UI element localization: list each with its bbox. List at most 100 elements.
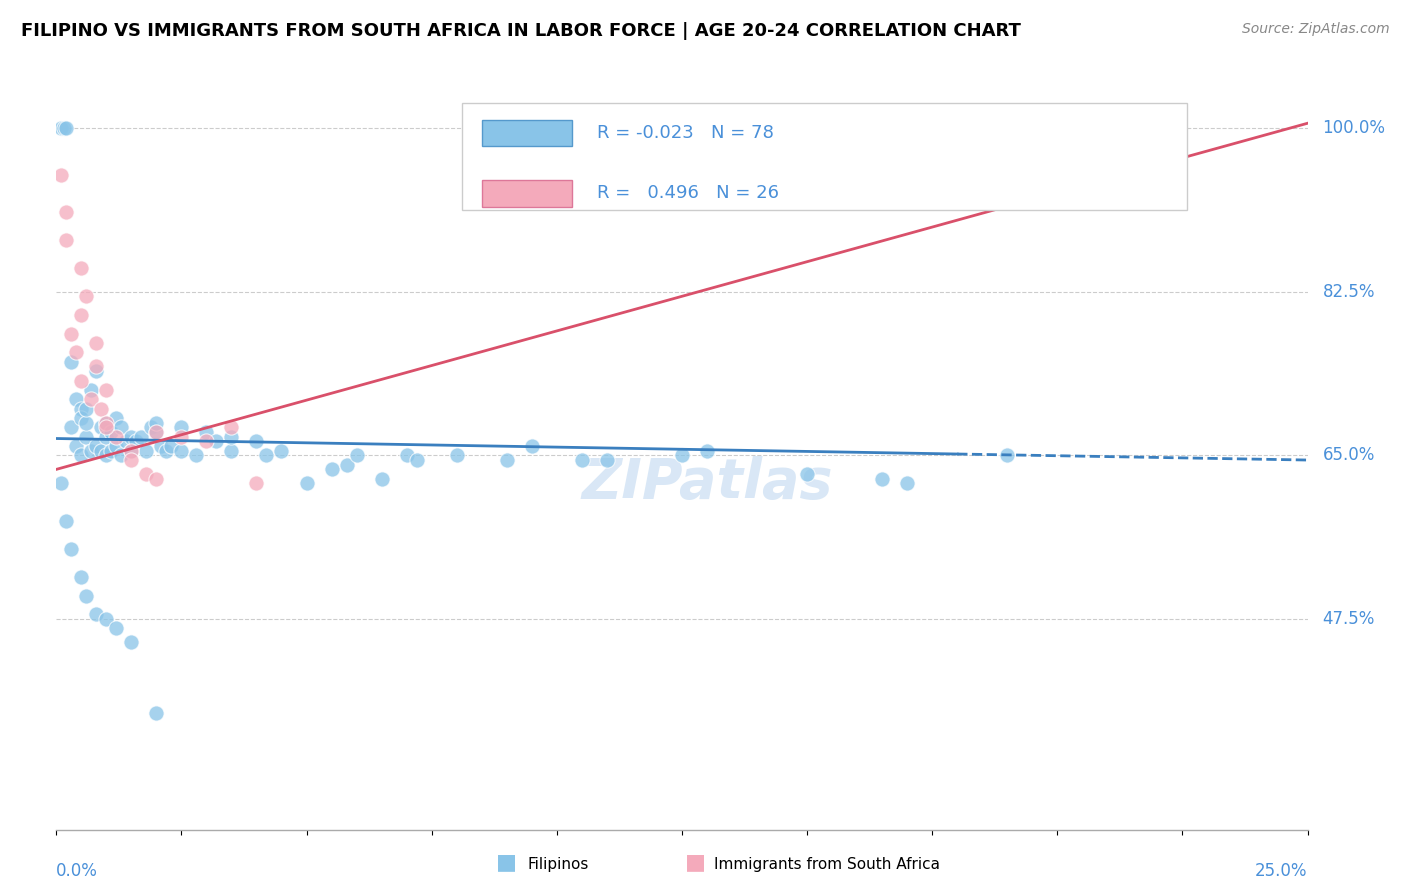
Point: [335, 458, 357, 472]
Point: [571, 453, 593, 467]
Point: [115, 434, 138, 449]
Point: [245, 434, 267, 449]
Point: [70, 261, 93, 276]
Text: 47.5%: 47.5%: [1323, 610, 1375, 628]
Point: [245, 476, 267, 491]
Point: [96, 383, 118, 397]
Text: ■: ■: [686, 853, 706, 872]
Point: [170, 430, 193, 444]
Point: [70, 374, 93, 388]
Point: [120, 430, 142, 444]
Point: [346, 448, 368, 462]
Point: [170, 443, 193, 458]
Text: Source: ZipAtlas.com: Source: ZipAtlas.com: [1241, 22, 1389, 37]
Text: ■: ■: [496, 853, 516, 872]
Point: [110, 448, 132, 462]
Point: [60, 541, 83, 556]
Text: Filipinos: Filipinos: [527, 857, 589, 872]
Point: [80, 392, 103, 407]
Point: [446, 448, 468, 462]
Point: [195, 425, 218, 439]
Point: [370, 472, 392, 486]
Point: [90, 420, 112, 434]
Point: [195, 434, 218, 449]
Point: [75, 416, 97, 430]
Point: [70, 570, 93, 584]
Point: [55, 205, 77, 219]
Point: [135, 467, 157, 481]
Point: [221, 430, 243, 444]
Text: Immigrants from South Africa: Immigrants from South Africa: [714, 857, 941, 872]
Point: [96, 430, 118, 444]
Point: [141, 420, 163, 434]
Point: [256, 448, 278, 462]
Point: [55, 233, 77, 247]
Text: 82.5%: 82.5%: [1323, 283, 1375, 301]
Point: [96, 416, 118, 430]
Point: [145, 425, 167, 439]
Point: [596, 453, 619, 467]
Text: 0.0%: 0.0%: [56, 863, 98, 880]
Point: [84, 336, 107, 351]
Text: R =   0.496   N = 26: R = 0.496 N = 26: [596, 185, 779, 202]
Point: [170, 420, 193, 434]
Point: [100, 425, 122, 439]
Point: [65, 345, 87, 359]
Point: [150, 439, 173, 453]
Point: [100, 443, 122, 458]
Point: [120, 453, 142, 467]
Point: [75, 430, 97, 444]
Point: [105, 411, 128, 425]
Point: [55, 514, 77, 528]
Point: [75, 589, 97, 603]
Point: [51, 476, 73, 491]
Bar: [482, 180, 572, 207]
Text: 25.0%: 25.0%: [1256, 863, 1308, 880]
Point: [671, 448, 693, 462]
Point: [60, 355, 83, 369]
Point: [80, 443, 103, 458]
Point: [51, 120, 73, 135]
Point: [221, 443, 243, 458]
Point: [75, 289, 97, 303]
Point: [796, 467, 818, 481]
Point: [105, 439, 128, 453]
Point: [145, 706, 167, 720]
Point: [145, 472, 167, 486]
Point: [70, 448, 93, 462]
Point: [65, 392, 87, 407]
Bar: [482, 120, 572, 145]
Point: [96, 612, 118, 626]
Point: [131, 430, 153, 444]
Point: [65, 439, 87, 453]
FancyBboxPatch shape: [461, 103, 1188, 211]
Point: [51, 168, 73, 182]
Point: [145, 425, 167, 439]
Point: [995, 448, 1018, 462]
Point: [186, 448, 208, 462]
Text: 65.0%: 65.0%: [1323, 446, 1375, 465]
Point: [105, 430, 128, 444]
Point: [135, 443, 157, 458]
Point: [520, 439, 543, 453]
Point: [110, 420, 132, 434]
Point: [90, 401, 112, 416]
Point: [155, 443, 177, 458]
Text: ZIPatlas: ZIPatlas: [581, 457, 832, 510]
Text: 100.0%: 100.0%: [1323, 119, 1385, 137]
Point: [205, 434, 228, 449]
Point: [90, 443, 112, 458]
Point: [120, 635, 142, 649]
Point: [96, 420, 118, 434]
Point: [75, 401, 97, 416]
Point: [52, 120, 75, 135]
Point: [80, 383, 103, 397]
Point: [55, 120, 77, 135]
Point: [96, 416, 118, 430]
Point: [125, 434, 148, 449]
Point: [896, 476, 918, 491]
Text: FILIPINO VS IMMIGRANTS FROM SOUTH AFRICA IN LABOR FORCE | AGE 20-24 CORRELATION : FILIPINO VS IMMIGRANTS FROM SOUTH AFRICA…: [21, 22, 1021, 40]
Text: R = -0.023   N = 78: R = -0.023 N = 78: [596, 124, 773, 142]
Point: [60, 420, 83, 434]
Point: [295, 476, 318, 491]
